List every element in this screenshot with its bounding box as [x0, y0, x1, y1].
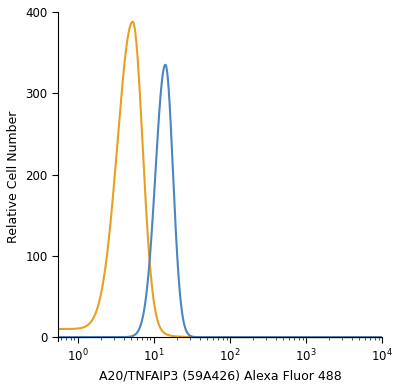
X-axis label: A20/TNFAIP3 (59A426) Alexa Fluor 488: A20/TNFAIP3 (59A426) Alexa Fluor 488 [99, 370, 342, 383]
Y-axis label: Relative Cell Number: Relative Cell Number [7, 110, 20, 243]
